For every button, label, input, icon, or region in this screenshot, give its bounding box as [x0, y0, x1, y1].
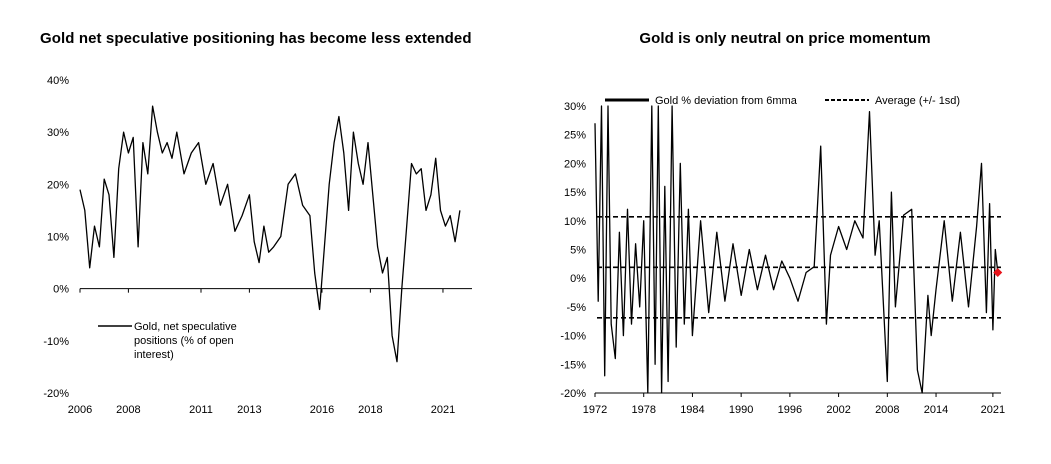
momentum-series-line	[594, 105, 999, 394]
right-chart-title: Gold is only neutral on price momentum	[639, 30, 931, 47]
x-tick-label: 1978	[631, 404, 655, 416]
y-tick-label: -20%	[560, 388, 586, 400]
x-tick-label: 2011	[189, 404, 213, 416]
x-tick-label: 2006	[68, 404, 92, 416]
positioning-line-chart: 40% 30% 20% 10% 0% -10% -20% 2006 2008 2011 2013 20…	[43, 75, 472, 416]
y-tick-label: -10%	[560, 331, 586, 343]
y-tick-label: -10%	[43, 336, 69, 348]
left-chart-title: Gold net speculative positioning has bec…	[40, 30, 472, 47]
y-tick-label: 25%	[564, 130, 586, 142]
y-tick-label: 30%	[47, 127, 69, 139]
positioning-series-line	[79, 105, 461, 363]
x-tick-label: 2008	[875, 404, 899, 416]
x-tick-label: 2002	[826, 404, 850, 416]
y-tick-label: 20%	[47, 179, 69, 191]
legend-label: interest)	[134, 349, 174, 361]
x-tick-label: 1984	[680, 404, 704, 416]
x-tick-label: 1990	[729, 404, 753, 416]
y-tick-label: 30%	[564, 101, 586, 113]
x-tick-label: 2021	[431, 404, 455, 416]
legend-label: Gold, net speculative	[134, 321, 237, 333]
y-tick-label: 15%	[564, 187, 586, 199]
y-tick-label: -15%	[560, 359, 586, 371]
momentum-line-chart: 30% 25% 20% 15% 10% 5% 0% -5% -10% -15% -20% 1972 19…	[560, 95, 1005, 416]
x-tick-label: 2018	[358, 404, 382, 416]
x-tick-label: 1996	[778, 404, 802, 416]
legend-label-average: Average (+/- 1sd)	[875, 95, 960, 107]
x-tick-label: 2014	[924, 404, 948, 416]
x-tick-label: 2021	[981, 404, 1005, 416]
y-tick-label: -20%	[43, 388, 69, 400]
y-tick-label: 5%	[570, 245, 586, 257]
y-tick-label: 0%	[53, 284, 69, 296]
y-tick-label: 40%	[47, 75, 69, 87]
y-tick-label: -5%	[566, 302, 586, 314]
x-tick-label: 2013	[237, 404, 261, 416]
y-tick-label: 10%	[47, 232, 69, 244]
legend-label: positions (% of open	[134, 335, 234, 347]
latest-value-marker	[993, 267, 1003, 277]
y-tick-label: 20%	[564, 158, 586, 170]
x-tick-label: 2008	[116, 404, 140, 416]
y-tick-label: 10%	[564, 216, 586, 228]
x-tick-label: 2016	[310, 404, 334, 416]
legend-label-deviation: Gold % deviation from 6mma	[655, 95, 798, 107]
x-tick-label: 1972	[583, 404, 607, 416]
y-tick-label: 0%	[570, 273, 586, 285]
